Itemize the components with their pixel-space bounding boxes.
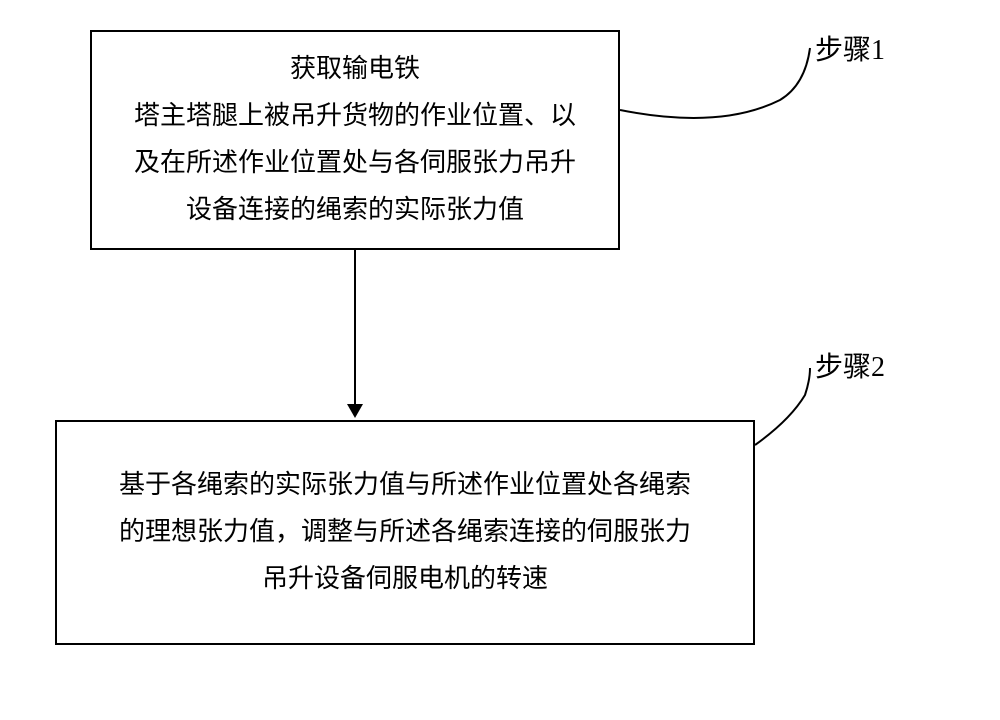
step2-connector (755, 350, 875, 470)
flowchart-box-step1: 获取输电铁 塔主塔腿上被吊升货物的作业位置、以 及在所述作业位置处与各伺服张力吊… (90, 30, 620, 250)
arrow-line (354, 250, 356, 406)
flowchart-container: 获取输电铁 塔主塔腿上被吊升货物的作业位置、以 及在所述作业位置处与各伺服张力吊… (0, 0, 1000, 720)
step1-label: 步骤1 (815, 28, 885, 68)
step1-connector (620, 30, 820, 150)
flowchart-box-step2: 基于各绳索的实际张力值与所述作业位置处各绳索 的理想张力值，调整与所述各绳索连接… (55, 420, 755, 645)
box2-text: 基于各绳索的实际张力值与所述作业位置处各绳索 的理想张力值，调整与所述各绳索连接… (119, 462, 691, 602)
arrow-head (347, 404, 363, 418)
box1-text: 获取输电铁 塔主塔腿上被吊升货物的作业位置、以 及在所述作业位置处与各伺服张力吊… (134, 46, 576, 233)
